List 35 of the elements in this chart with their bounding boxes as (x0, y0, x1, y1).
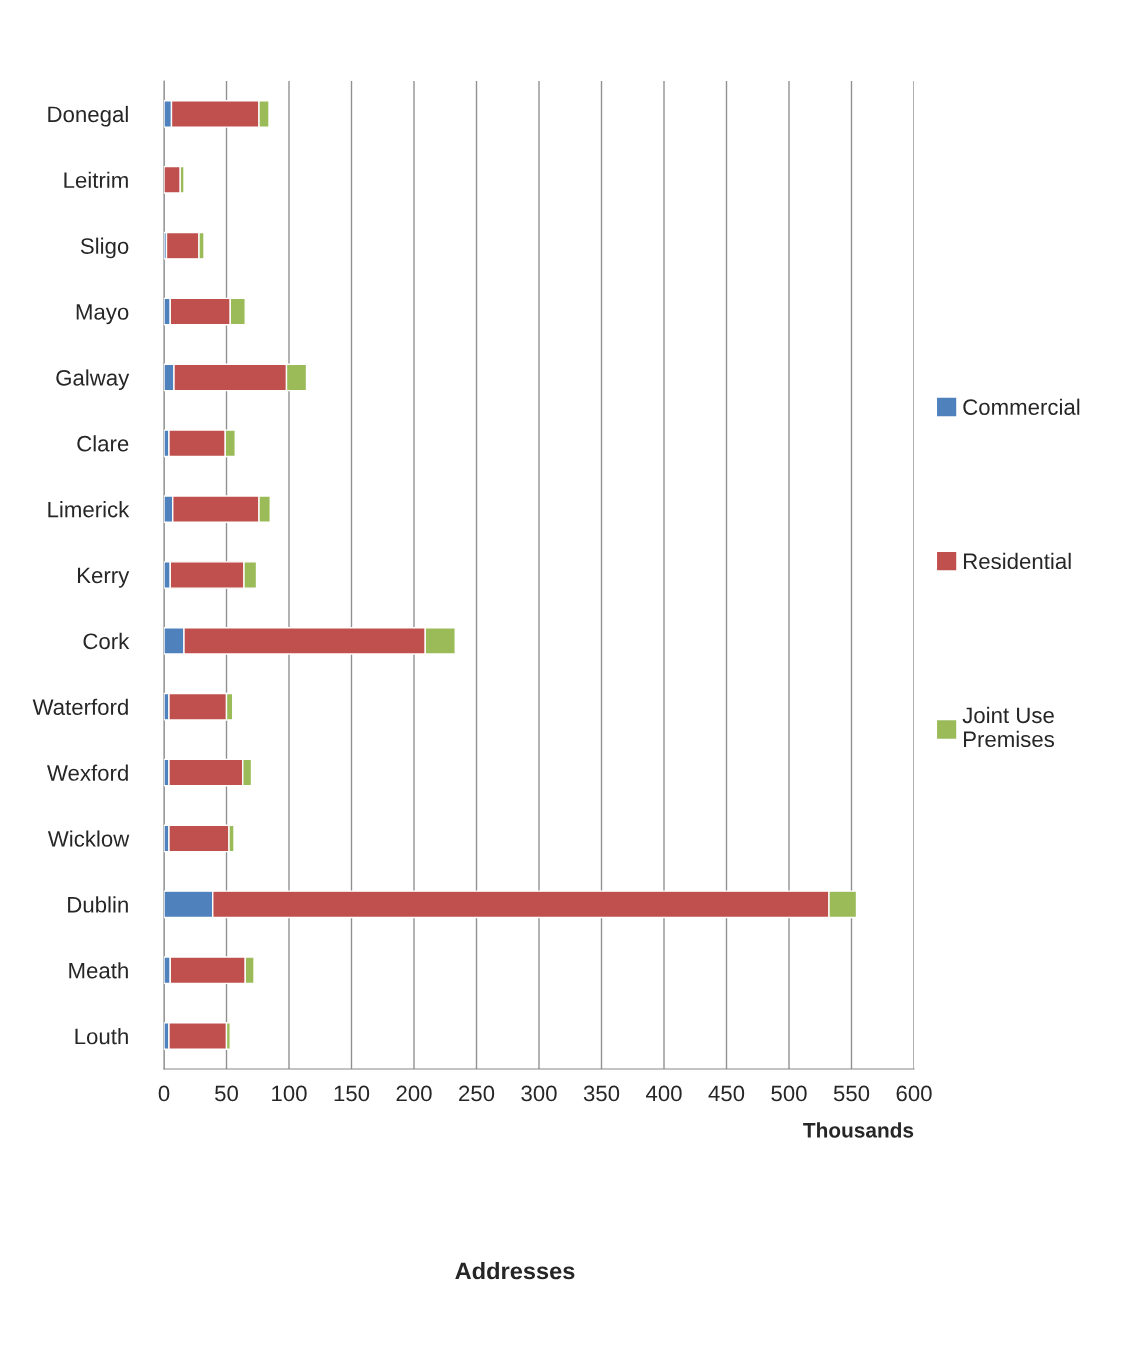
x-tick-label: 100 (272, 1085, 307, 1102)
x-tick-label: 150 (334, 1085, 370, 1102)
y-tick-label: Cork (83, 632, 130, 650)
legend-label: Joint Use Premises (962, 706, 1054, 748)
text: Addresses (455, 1261, 575, 1280)
legend-label: Commercial (963, 398, 1080, 415)
x-tick-label: 550 (833, 1085, 870, 1102)
legend-label: Residential (964, 552, 1071, 570)
y-tick-label: Kerry (78, 567, 130, 588)
bar (168, 1022, 228, 1050)
x-tick-label: 600 (896, 1085, 932, 1102)
x-tick-label: 350 (583, 1085, 620, 1102)
y-tick-label: Waterford (32, 698, 128, 715)
x-tick-label: 0 (158, 1085, 170, 1102)
y-tick-label: Limerick (48, 501, 130, 518)
y-tick-label: Donegal (48, 105, 128, 127)
bar (164, 165, 181, 194)
y-tick-label: Galway (56, 369, 130, 391)
y-tick-label: Wicklow (47, 830, 130, 847)
x-tick-label: 500 (771, 1085, 807, 1102)
x-tick-label: 300 (521, 1085, 557, 1102)
y-tick-label: Leitrim (64, 171, 128, 189)
y-tick-label: Louth (75, 1028, 128, 1045)
x-tick-label: 400 (645, 1085, 682, 1102)
x-tick-label: 200 (396, 1085, 432, 1102)
y-tick-label: Clare (77, 435, 129, 452)
y-tick-label: Meath (69, 962, 128, 979)
y-tick-label: Wexford (47, 764, 128, 781)
x-tick-label: 250 (459, 1085, 495, 1102)
x-tick-label: 450 (708, 1085, 745, 1102)
y-tick-label: Mayo (76, 304, 129, 325)
y-tick-label: Sligo (80, 237, 129, 259)
y-tick-label: Dublin (68, 896, 128, 913)
x-axis-title: Thousands (803, 1122, 914, 1138)
x-tick-label: 50 (215, 1085, 238, 1102)
